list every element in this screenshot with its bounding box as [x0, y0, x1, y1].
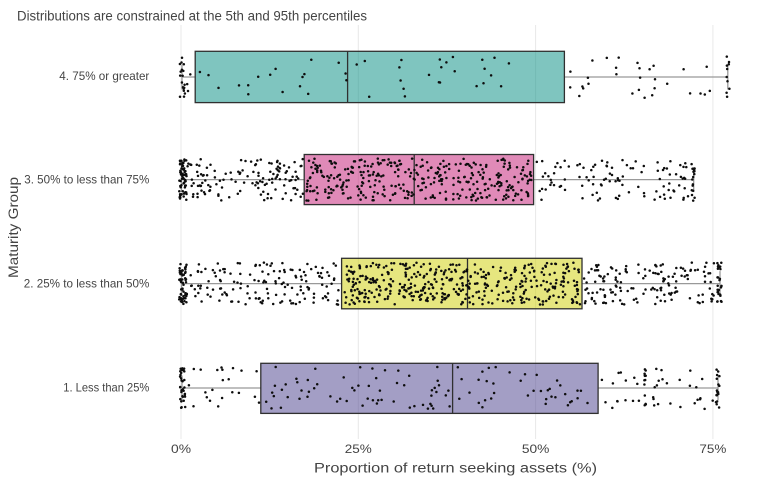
svg-text:75%: 75%: [699, 442, 726, 456]
svg-text:Distributions are constrained: Distributions are constrained at the 5th…: [17, 9, 367, 25]
svg-text:1. Less than 25%: 1. Less than 25%: [63, 380, 149, 394]
svg-text:25%: 25%: [345, 442, 372, 456]
svg-text:Maturity Group: Maturity Group: [6, 177, 22, 278]
svg-text:Proportion of return seeking a: Proportion of return seeking assets (%): [314, 461, 597, 477]
svg-text:3. 50% to less than 75%: 3. 50% to less than 75%: [24, 173, 149, 187]
svg-text:2. 25% to less than 50%: 2. 25% to less than 50%: [24, 277, 150, 291]
svg-text:50%: 50%: [522, 442, 550, 456]
svg-text:4. 75% or greater: 4. 75% or greater: [59, 69, 149, 83]
svg-text:0%: 0%: [171, 442, 191, 456]
